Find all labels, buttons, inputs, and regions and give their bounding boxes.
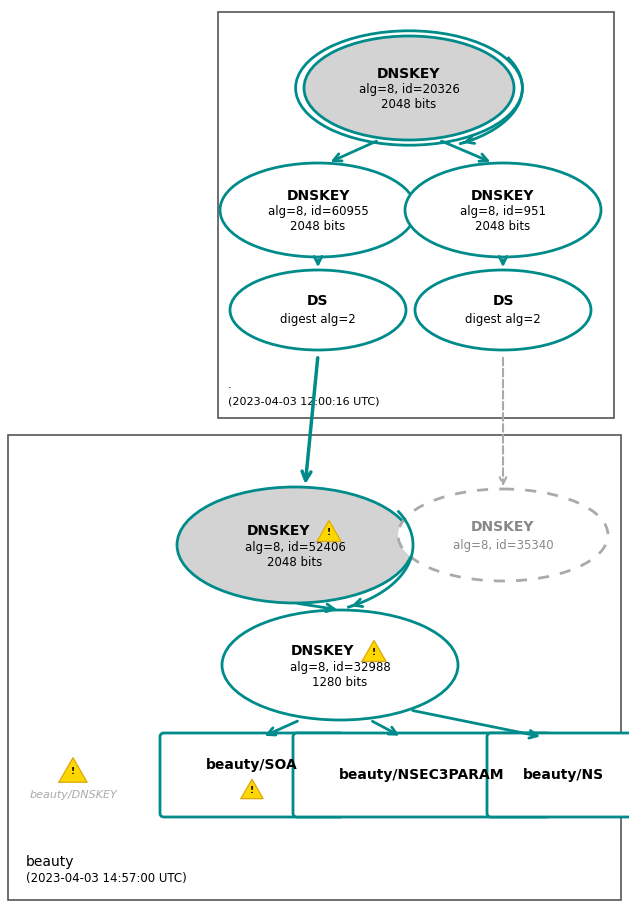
Text: DNSKEY: DNSKEY: [471, 189, 535, 203]
Polygon shape: [241, 779, 263, 799]
Text: 1280 bits: 1280 bits: [313, 675, 367, 688]
Text: alg=8, id=35340: alg=8, id=35340: [453, 539, 554, 551]
Ellipse shape: [405, 163, 601, 257]
Polygon shape: [362, 641, 386, 662]
Text: !: !: [327, 528, 331, 537]
Text: beauty/DNSKEY: beauty/DNSKEY: [29, 790, 117, 800]
Ellipse shape: [304, 36, 514, 140]
Text: beauty: beauty: [26, 855, 74, 869]
Text: !: !: [71, 766, 75, 776]
Text: alg=8, id=20326: alg=8, id=20326: [359, 84, 459, 96]
Ellipse shape: [415, 270, 591, 350]
Text: digest alg=2: digest alg=2: [280, 312, 356, 325]
Ellipse shape: [230, 270, 406, 350]
Text: beauty/SOA: beauty/SOA: [206, 758, 298, 772]
Ellipse shape: [177, 487, 413, 603]
Text: 2048 bits: 2048 bits: [476, 221, 531, 233]
Text: 2048 bits: 2048 bits: [381, 98, 437, 111]
Text: DS: DS: [307, 294, 329, 308]
Text: 2048 bits: 2048 bits: [291, 221, 345, 233]
FancyBboxPatch shape: [487, 733, 629, 817]
Text: DNSKEY: DNSKEY: [291, 644, 355, 658]
Text: alg=8, id=951: alg=8, id=951: [460, 206, 546, 219]
Text: !: !: [372, 648, 376, 657]
Text: .: .: [228, 380, 231, 390]
Text: (2023-04-03 14:57:00 UTC): (2023-04-03 14:57:00 UTC): [26, 872, 187, 885]
Ellipse shape: [398, 489, 608, 581]
Text: beauty/NSEC3PARAM: beauty/NSEC3PARAM: [339, 768, 504, 782]
Polygon shape: [59, 758, 87, 782]
Text: !: !: [250, 786, 254, 795]
Text: beauty/NS: beauty/NS: [523, 768, 604, 782]
FancyBboxPatch shape: [293, 733, 551, 817]
FancyBboxPatch shape: [160, 733, 344, 817]
Text: DNSKEY: DNSKEY: [246, 524, 309, 538]
Text: 2048 bits: 2048 bits: [267, 555, 323, 569]
Text: DNSKEY: DNSKEY: [377, 67, 441, 81]
Text: alg=8, id=32988: alg=8, id=32988: [289, 661, 391, 674]
Text: digest alg=2: digest alg=2: [465, 312, 541, 325]
Ellipse shape: [220, 163, 416, 257]
Text: DNSKEY: DNSKEY: [286, 189, 350, 203]
Text: alg=8, id=52406: alg=8, id=52406: [245, 540, 345, 553]
Bar: [8, 435, 621, 900]
Text: alg=8, id=60955: alg=8, id=60955: [267, 206, 369, 219]
Text: (2023-04-03 12:00:16 UTC): (2023-04-03 12:00:16 UTC): [228, 396, 379, 406]
Text: DNSKEY: DNSKEY: [471, 520, 535, 534]
Ellipse shape: [222, 610, 458, 720]
Text: DS: DS: [493, 294, 514, 308]
Bar: [218, 12, 614, 418]
Polygon shape: [317, 520, 341, 541]
